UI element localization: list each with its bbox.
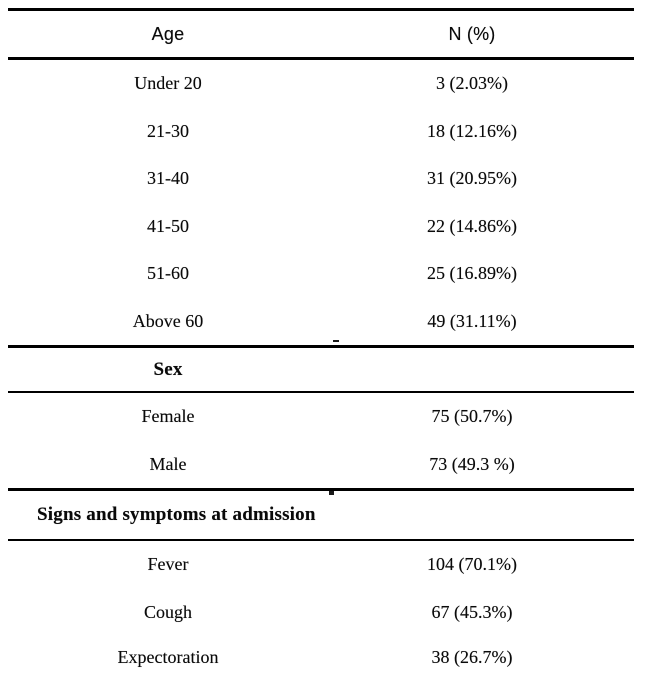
table-rule-sex-top	[8, 345, 634, 348]
table-header-row: Age N (%)	[0, 11, 647, 57]
row-label: Under 20	[134, 73, 202, 94]
section-header-row: Sex	[0, 348, 647, 391]
row-label: Above 60	[132, 310, 204, 331]
column-header-n: N (%)	[448, 23, 496, 44]
table-row: 31-40 31 (20.95%)	[0, 155, 647, 203]
top-margin	[0, 0, 647, 8]
scan-artifact	[333, 340, 339, 342]
section-title-sex: Sex	[153, 358, 183, 380]
row-value: 22 (14.86%)	[427, 215, 517, 236]
scan-artifact	[329, 491, 334, 495]
table-row: Cough 67 (45.3%)	[0, 589, 647, 637]
table-rule-header	[8, 57, 634, 60]
table-row: Under 20 3 (2.03%)	[0, 60, 647, 108]
row-value: 18 (12.16%)	[427, 120, 517, 141]
row-label: Expectoration	[117, 647, 219, 667]
table-row: Female 75 (50.7%)	[0, 393, 647, 441]
row-label: 41-50	[147, 215, 189, 236]
row-value: 49 (31.11%)	[427, 310, 517, 331]
column-header-age: Age	[151, 23, 185, 44]
table-row: 21-30 18 (12.16%)	[0, 108, 647, 156]
row-label: 31-40	[147, 168, 189, 189]
table-rule-symptoms-top	[8, 488, 634, 491]
row-label: 51-60	[147, 263, 189, 284]
table-row: Fever 104 (70.1%)	[0, 541, 647, 589]
row-value: 25 (16.89%)	[427, 263, 517, 284]
row-label: 21-30	[147, 120, 189, 141]
row-value: 75 (50.7%)	[431, 406, 513, 427]
table-row: 41-50 22 (14.86%)	[0, 203, 647, 251]
row-label: Fever	[147, 554, 189, 575]
table-row: Male 73 (49.3 %)	[0, 441, 647, 489]
row-label: Female	[141, 406, 195, 427]
row-value: 67 (45.3%)	[431, 601, 513, 622]
row-value: 31 (20.95%)	[427, 168, 517, 189]
table-row: Expectoration 38 (26.7%)	[0, 636, 647, 679]
row-label: Cough	[143, 601, 192, 622]
section-header-row: Signs and symptoms at admission	[0, 491, 647, 539]
table-row: 51-60 25 (16.89%)	[0, 250, 647, 298]
table-rule-symptoms-bottom	[8, 539, 634, 541]
table-row: Above 60 49 (31.11%)	[0, 298, 647, 346]
row-label: Male	[149, 453, 187, 474]
table-rule-top	[8, 8, 634, 11]
row-value: 73 (49.3 %)	[429, 453, 515, 474]
section-title-symptoms: Signs and symptoms at admission	[37, 504, 316, 525]
row-value: 3 (2.03%)	[436, 73, 508, 94]
row-value: 104 (70.1%)	[427, 554, 517, 575]
table-rule-sex-bottom	[8, 391, 634, 393]
row-value: 38 (26.7%)	[431, 647, 513, 667]
